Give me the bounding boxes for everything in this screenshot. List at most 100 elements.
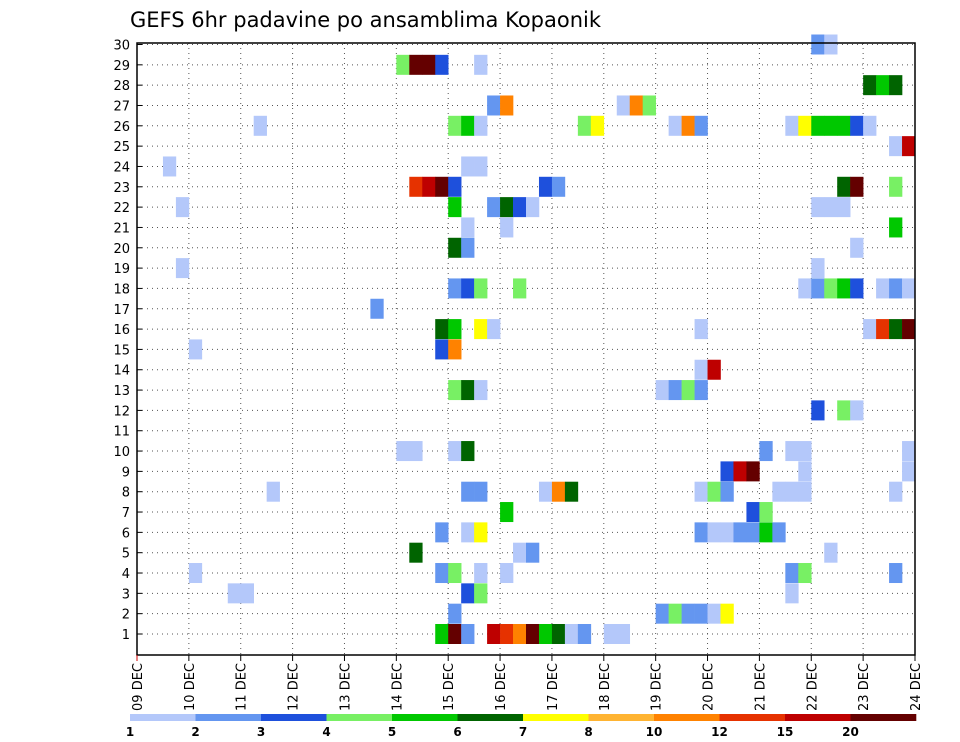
precip-cell [422,54,436,75]
precip-cell [538,481,553,502]
precip-cell [863,75,877,96]
colorbar-swatch [130,714,196,721]
precip-cell [902,136,916,157]
precip-cell [500,197,514,218]
precip-cell [798,441,812,462]
precip-cell [707,603,721,624]
x-tick-label: 24 DEC [909,663,924,711]
colorbar-swatch [785,714,851,721]
precip-cell [642,95,656,116]
y-tick-label: 6 [122,526,130,541]
precip-cell [850,115,864,136]
precip-cell [435,54,449,75]
precip-cell [889,136,903,157]
precip-cell [837,400,851,421]
precip-cell [811,258,825,279]
precip-cell [824,34,838,55]
y-tick-label: 7 [122,506,130,521]
precip-cell [694,603,708,624]
colorbar-swatch [850,714,917,721]
colorbar-label: 5 [388,725,396,739]
precip-cell [590,115,605,136]
precip-cell [785,115,799,136]
precip-cell [448,197,462,218]
precip-cell [461,583,475,604]
precip-cell [616,95,631,116]
precip-cell [824,278,838,299]
precip-cell [837,197,851,218]
precip-cell [655,603,669,624]
precip-cell [227,583,242,604]
precip-cell [188,563,203,584]
precip-cell [694,319,708,340]
precip-cell [175,258,190,279]
y-tick-label: 26 [113,120,130,135]
precip-cell [188,339,203,360]
x-tick-label: 23 DEC [857,663,872,711]
precip-cell [461,237,475,258]
precip-cell [707,481,721,502]
x-axis: 09 DEC 10 DEC 11 DEC 12 DEC 13 DEC 14 DEC 15 D… [131,655,924,711]
precip-cell [487,95,501,116]
precip-cell [396,54,410,75]
precip-cell [863,319,877,340]
precip-cell [461,217,475,238]
precip-cell [837,278,851,299]
colorbar-label: 10 [646,725,663,739]
precip-cell [448,380,462,401]
precip-cell [474,278,488,299]
precip-cell [448,237,462,258]
colorbar: 1 2 3 4 5 6 7 8 10 12 15 20 [126,714,917,739]
precip-cell [785,441,799,462]
precip-cell [720,603,734,624]
precip-cell [370,298,384,319]
colorbar-label: 3 [257,725,265,739]
precip-cell [162,156,177,177]
y-tick-label: 30 [113,39,130,54]
precip-cell [538,624,553,644]
precip-cell [500,563,514,584]
colorbar-label: 4 [322,725,330,739]
precip-cell [551,481,566,502]
precip-cell [720,522,734,543]
precip-cell [461,522,475,543]
precip-cell [474,563,488,584]
colorbar-swatch [588,714,655,721]
precip-cell [253,115,267,136]
precip-cell [435,563,449,584]
precip-cell [811,278,825,299]
colorbar-swatch [392,714,458,721]
precip-cell [837,176,851,197]
precip-cell [448,339,462,360]
precip-cell [487,624,501,644]
y-tick-label: 17 [113,303,130,318]
precip-cell [837,115,851,136]
precip-cell [694,115,708,136]
precip-cell [266,481,280,502]
precip-cell [551,176,566,197]
precip-cell [461,115,475,136]
precip-cell [889,75,903,96]
colorbar-label: 1 [126,725,134,739]
precip-cell [409,54,423,75]
precip-cell [798,461,812,482]
precip-cell [707,359,721,380]
precip-cell [681,115,695,136]
colorbar-label: 2 [191,725,199,739]
precip-cell [240,583,254,604]
colorbar-label: 6 [453,725,461,739]
precip-cell [746,502,760,523]
precip-cell [461,156,475,177]
y-tick-label: 11 [113,425,130,440]
y-tick-label: 22 [113,201,130,216]
colorbar-label: 15 [777,725,794,739]
precip-cell [435,522,449,543]
precip-cell [396,441,410,462]
colorbar-label: 20 [842,725,859,739]
x-tick-label: 11 DEC [235,663,250,711]
precip-cell [513,624,527,644]
precip-cell [448,624,462,644]
precip-cell [876,75,890,96]
precip-cell [733,461,747,482]
precip-cell [500,95,514,116]
